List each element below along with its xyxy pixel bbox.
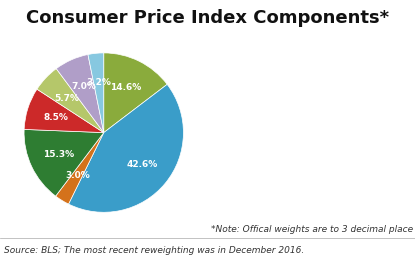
Text: Source: BLS; The most recent reweighting was in December 2016.: Source: BLS; The most recent reweighting… <box>4 246 304 255</box>
Wedge shape <box>68 84 183 212</box>
Text: 15.3%: 15.3% <box>43 150 74 159</box>
Wedge shape <box>24 129 104 196</box>
Text: 7.0%: 7.0% <box>71 82 96 91</box>
Legend: Food & Beverages (14.649%), Housing (42.634%), Apparel (3.034%), Transportation : Food & Beverages (14.649%), Housing (42.… <box>208 66 413 173</box>
Text: 42.6%: 42.6% <box>127 160 158 169</box>
Text: 5.7%: 5.7% <box>55 94 80 103</box>
Wedge shape <box>104 53 167 133</box>
Text: 3.2%: 3.2% <box>86 78 111 87</box>
Wedge shape <box>88 53 104 133</box>
Wedge shape <box>56 133 104 204</box>
Text: 8.5%: 8.5% <box>44 113 68 122</box>
Wedge shape <box>56 55 104 133</box>
Text: 3.0%: 3.0% <box>65 171 90 180</box>
Wedge shape <box>24 89 104 133</box>
Wedge shape <box>37 69 104 133</box>
Text: 14.6%: 14.6% <box>110 83 142 92</box>
Text: *Note: Offical weights are to 3 decimal place: *Note: Offical weights are to 3 decimal … <box>211 225 413 234</box>
Text: Consumer Price Index Components*: Consumer Price Index Components* <box>26 9 389 27</box>
